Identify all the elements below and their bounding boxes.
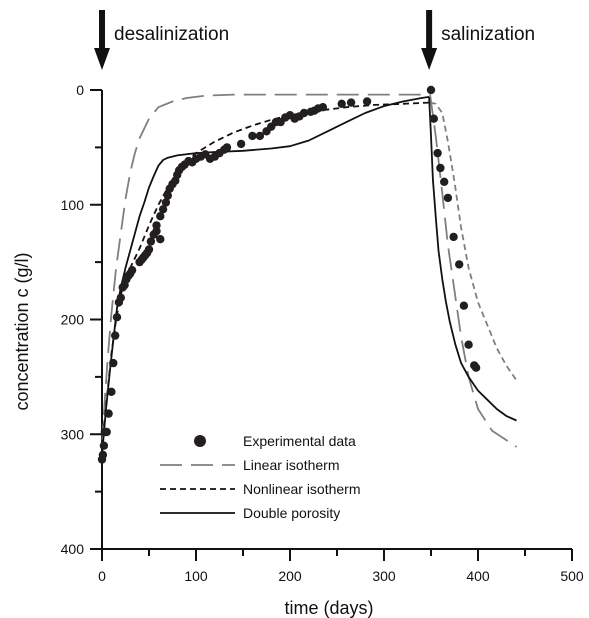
data-point	[152, 221, 161, 230]
series-line-linear-isotherm	[429, 94, 518, 448]
x-tick-label: 300	[372, 568, 396, 584]
x-tick-label: 100	[184, 568, 208, 584]
salinization-arrow-shaft	[426, 10, 433, 50]
y-tick-label: 100	[61, 197, 85, 213]
data-point	[127, 266, 137, 275]
salinization-label: salinization	[441, 24, 535, 45]
data-point	[144, 245, 154, 254]
data-point	[449, 232, 458, 242]
y-axis-title: concentration c (g/l)	[12, 252, 32, 410]
data-point	[337, 99, 346, 109]
annotations-layer: desalinization salinization	[94, 10, 535, 70]
data-point	[318, 103, 328, 112]
data-point	[436, 163, 445, 173]
data-point	[440, 177, 449, 186]
data-point	[455, 260, 464, 269]
desalinization-label: desalinization	[114, 24, 229, 45]
data-point	[443, 193, 453, 203]
data-point	[346, 98, 356, 107]
data-point	[299, 108, 309, 118]
x-tick-label: 0	[98, 568, 106, 584]
data-point	[102, 427, 111, 437]
data-point	[429, 114, 438, 123]
y-tick-label: 0	[76, 82, 84, 98]
data-point	[158, 205, 168, 214]
x-tick-label: 200	[278, 568, 302, 584]
data-point	[362, 97, 372, 106]
data-point	[471, 363, 481, 372]
axes-layer: 0 100 200 300 400 0 100 200 300 400 500 time (days)…	[12, 82, 584, 618]
data-point	[111, 331, 120, 340]
data-point	[459, 301, 469, 310]
legend-label-nonlinear-isotherm: Nonlinear isotherm	[243, 481, 361, 497]
x-tick-label: 400	[466, 568, 490, 584]
legend-marker-experimental-data	[194, 435, 206, 447]
data-point	[104, 409, 113, 418]
desalinization-arrow-head	[94, 48, 110, 70]
data-point	[222, 143, 232, 152]
data-point	[112, 313, 122, 322]
data-point	[255, 131, 265, 141]
points-layer	[97, 85, 481, 464]
data-point	[156, 212, 165, 221]
data-point	[236, 139, 246, 149]
data-point	[464, 340, 473, 349]
data-point	[248, 131, 257, 141]
data-point	[161, 198, 171, 207]
y-tick-label: 200	[61, 312, 85, 328]
data-point	[99, 441, 109, 450]
legend-label-linear-isotherm: Linear isotherm	[243, 457, 340, 473]
data-point	[109, 358, 118, 368]
data-point	[156, 235, 165, 244]
series-line-linear-isotherm	[101, 93, 431, 446]
data-point	[146, 237, 156, 246]
x-axis-title: time (days)	[284, 598, 373, 618]
series-line-nonlinear-isotherm	[101, 101, 431, 446]
x-tick-label: 500	[560, 568, 584, 584]
legend: Experimental data Linear isotherm Nonlinea…	[160, 433, 361, 521]
series-line-nonlinear-isotherm-salinization	[429, 101, 518, 381]
series-line-double-porosity	[101, 96, 430, 455]
desalinization-arrow-shaft	[99, 10, 105, 50]
data-point	[163, 191, 172, 200]
data-point	[107, 387, 116, 396]
data-point	[433, 148, 442, 158]
data-point	[116, 293, 126, 302]
data-point	[426, 85, 436, 95]
legend-label-experimental-data: Experimental data	[243, 433, 356, 449]
y-tick-label: 400	[61, 541, 85, 557]
lines-layer	[101, 93, 518, 455]
salinization-arrow-head	[421, 48, 438, 70]
data-point	[98, 450, 108, 460]
y-tick-label: 300	[61, 426, 85, 442]
series-line-double-porosity	[428, 96, 517, 422]
legend-label-double-porosity: Double porosity	[243, 505, 340, 521]
